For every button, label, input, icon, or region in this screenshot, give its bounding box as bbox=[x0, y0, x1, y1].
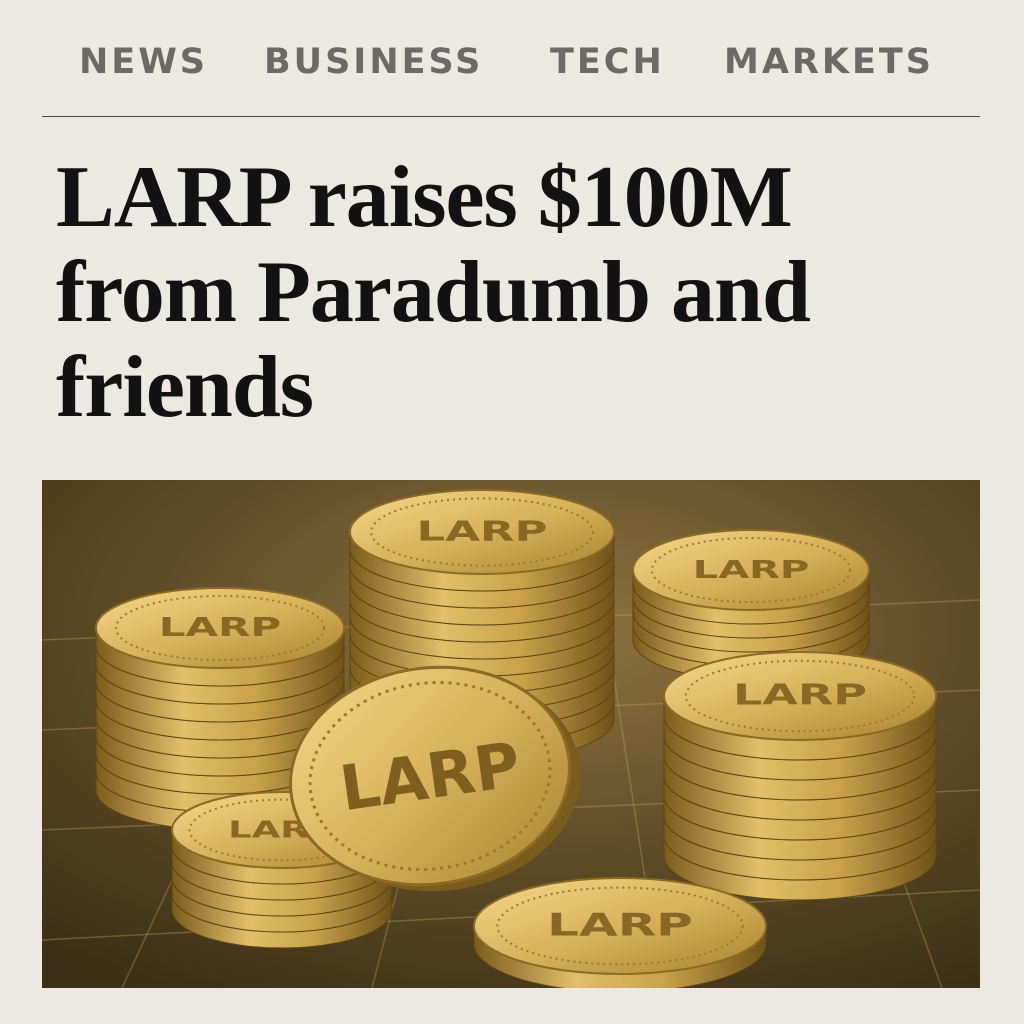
coin-label: LARP bbox=[416, 514, 547, 547]
front-coin-rim bbox=[308, 681, 552, 871]
coin-rim bbox=[114, 595, 326, 661]
coin-label: LARP bbox=[547, 906, 693, 943]
nav-link-news[interactable]: NEWS bbox=[79, 42, 209, 82]
top-nav: NEWS BUSINESS TECH MARKETS bbox=[42, 0, 980, 117]
coin-label: LARP bbox=[733, 679, 867, 713]
coin-face bbox=[632, 529, 870, 611]
coin-face bbox=[95, 587, 345, 669]
coin-rim bbox=[684, 659, 916, 733]
coin-face bbox=[349, 489, 615, 575]
coin-stack: LARP bbox=[663, 651, 937, 901]
coin-rim bbox=[370, 497, 594, 567]
coin-rim bbox=[496, 886, 744, 966]
front-coin-face bbox=[289, 665, 571, 887]
nav-link-markets[interactable]: MARKETS bbox=[724, 42, 934, 82]
coin-face bbox=[663, 651, 937, 741]
coin-rim bbox=[650, 537, 852, 603]
coin-face bbox=[473, 877, 767, 975]
nav-link-tech[interactable]: TECH bbox=[550, 42, 665, 82]
coin-label: LARP bbox=[159, 613, 281, 643]
coin-label: LARP bbox=[693, 555, 810, 584]
coin-stack: LARP bbox=[473, 877, 767, 988]
front-coin: LARP bbox=[289, 665, 581, 892]
hero-image: LARP LARP LARP LARP LARP LARP LARP bbox=[42, 480, 980, 988]
nav-link-business[interactable]: BUSINESS bbox=[264, 42, 484, 82]
article-headline: LARP raises $100M from Paradumb and frie… bbox=[56, 149, 811, 436]
coin-stack: LARP bbox=[95, 587, 345, 831]
